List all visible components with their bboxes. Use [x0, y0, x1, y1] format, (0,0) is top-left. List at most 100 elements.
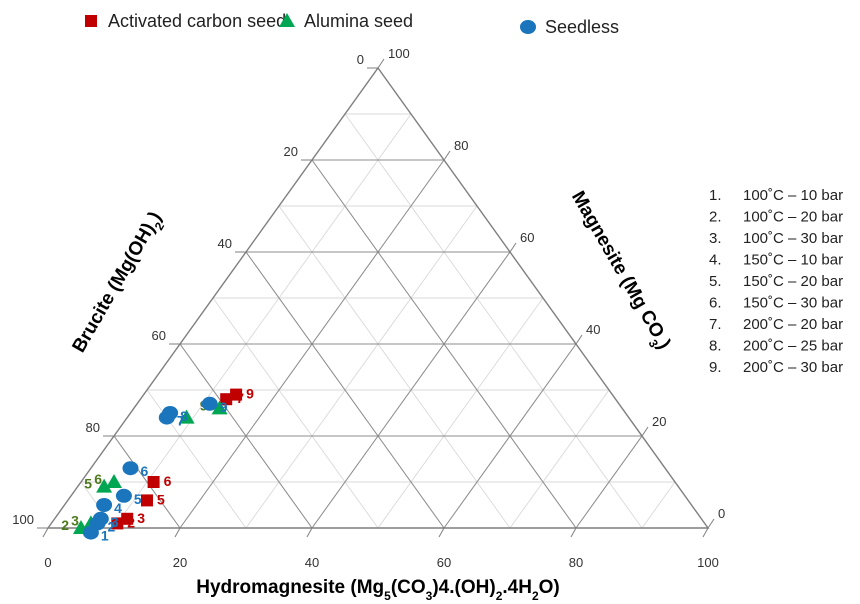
data-point-triangle — [178, 409, 195, 424]
axis-titles: Hydromagnesite (Mg5(CO3)4.(OH)2.4H2O) Br… — [68, 188, 674, 603]
legend-label: Alumina seed — [304, 11, 413, 31]
legend-marker-triangle — [279, 13, 295, 27]
condition-label: 200˚C – 25 bar — [743, 338, 843, 355]
right-tick-mark — [575, 334, 583, 345]
right-tick-mark — [707, 518, 715, 529]
left-tick-label: 100 — [12, 512, 34, 527]
bottom-tick-mark — [174, 527, 181, 538]
data-point-label: 8 — [180, 408, 188, 424]
bottom-tick-label: 80 — [569, 555, 583, 570]
grid-line-hydro-10 — [113, 113, 412, 529]
left-tick-label: 20 — [284, 144, 298, 159]
data-point-label: 6 — [141, 463, 149, 479]
data-point-square — [220, 393, 233, 406]
right-tick-label: 60 — [520, 230, 534, 245]
grid-line-hydro-90 — [641, 481, 676, 529]
ternary-frame — [46, 66, 710, 529]
data-point-triangle — [96, 478, 113, 493]
condition-label: 100˚C – 30 bar — [743, 230, 843, 247]
bottom-tick-mark — [438, 527, 445, 538]
bottom-tick-label: 40 — [305, 555, 319, 570]
data-point-label: 6 — [94, 471, 102, 487]
left-tick-label: 60 — [152, 328, 166, 343]
condition-label: 200˚C – 30 bar — [743, 359, 843, 376]
data-point-circle — [122, 461, 139, 476]
right-tick-label: 80 — [454, 138, 468, 153]
data-point-label: 4 — [114, 500, 122, 516]
data-point-label: 2 — [108, 518, 116, 534]
grid-line-hydro-70 — [509, 389, 610, 529]
right-tick-label: 40 — [586, 322, 600, 337]
right-tick-label: 20 — [652, 414, 666, 429]
condition-number: 9. — [709, 359, 722, 376]
condition-label: 150˚C – 10 bar — [743, 252, 843, 269]
data-point-label: 3 — [71, 512, 79, 528]
grid-line-brucite-30 — [278, 205, 511, 529]
data-point-square — [147, 476, 160, 488]
right-tick-mark — [509, 242, 517, 253]
data-point-circle — [115, 488, 132, 503]
condition-number: 8. — [709, 338, 722, 355]
condition-number: 7. — [709, 316, 722, 333]
data-point-label: 3 — [137, 510, 145, 526]
bottom-axis-title: Hydromagnesite (Mg5(CO3)4.(OH)2.4H2O) — [196, 577, 560, 603]
data-point-triangle — [106, 474, 122, 488]
right-tick-label: 0 — [718, 506, 725, 521]
data-point-label: 6 — [164, 473, 172, 489]
bottom-tick-label: 20 — [173, 555, 187, 570]
left-tick-label: 40 — [218, 236, 232, 251]
right-axis-title: Magnesite (Mg CO3) — [563, 188, 675, 356]
right-tick-mark — [443, 150, 451, 161]
data-point-label: 5 — [134, 491, 142, 507]
left-tick-label: 80 — [86, 420, 100, 435]
major-grid-hydro-40 — [311, 251, 511, 529]
right-tick-label: 100 — [388, 46, 410, 61]
grid-line-brucite-50 — [212, 297, 379, 529]
tick-labels: 0 100 0 20 80 20 40 60 40 60 40 60 80 20 80 100 0 100 — [12, 46, 725, 570]
data-point-square — [111, 517, 124, 530]
data-point-label: 9 — [246, 386, 254, 402]
data-point-circle — [92, 511, 109, 526]
grid-line-hydro-30 — [245, 205, 478, 529]
condition-number: 2. — [709, 209, 722, 226]
right-tick-mark — [641, 426, 649, 437]
condition-label: 100˚C – 10 bar — [743, 187, 843, 204]
condition-number: 1. — [709, 187, 722, 204]
legend-label: Seedless — [545, 17, 619, 37]
condition-number: 4. — [709, 252, 722, 269]
data-point-circle — [162, 406, 179, 420]
triangle-frame — [46, 66, 710, 529]
data-point-label: 9 — [220, 399, 228, 415]
legend-label: Activated carbon seed — [108, 11, 286, 31]
bottom-tick-mark — [306, 527, 313, 538]
data-point-circle — [201, 396, 218, 411]
major-grid-brucite-60 — [179, 343, 313, 529]
major-grid-hydro-60 — [443, 343, 577, 529]
data-point-label: 5 — [84, 476, 92, 492]
bottom-tick-mark — [570, 527, 577, 538]
data-point-label: 3 — [111, 514, 119, 530]
condition-label: 100˚C – 20 bar — [743, 209, 843, 226]
data-point-square — [121, 512, 134, 525]
ternary-grid — [80, 113, 676, 529]
condition-label: 150˚C – 30 bar — [743, 295, 843, 312]
data-point-label: 1 — [101, 528, 109, 544]
data-point-square — [141, 494, 153, 507]
conditions-list: 1. 100˚C – 10 bar 2. 100˚C – 20 bar 3. 100˚C … — [709, 187, 843, 376]
condition-number: 5. — [709, 273, 722, 290]
major-grid-hydro-80 — [575, 435, 643, 529]
bottom-tick-mark — [42, 527, 49, 538]
data-point-triangle — [211, 400, 228, 415]
bottom-tick-label: 100 — [697, 555, 719, 570]
major-grid-brucite-80 — [113, 435, 181, 529]
condition-number: 3. — [709, 230, 722, 247]
data-points: 235679235679123456789 — [61, 386, 254, 544]
condition-label: 150˚C – 20 bar — [743, 273, 843, 290]
data-point-label: 7 — [177, 413, 185, 429]
data-point-label: 2 — [61, 517, 69, 533]
right-tick-mark — [377, 58, 385, 69]
data-point-circle — [96, 498, 113, 512]
data-point-square — [230, 388, 243, 401]
major-grid-brucite-40 — [245, 251, 445, 529]
